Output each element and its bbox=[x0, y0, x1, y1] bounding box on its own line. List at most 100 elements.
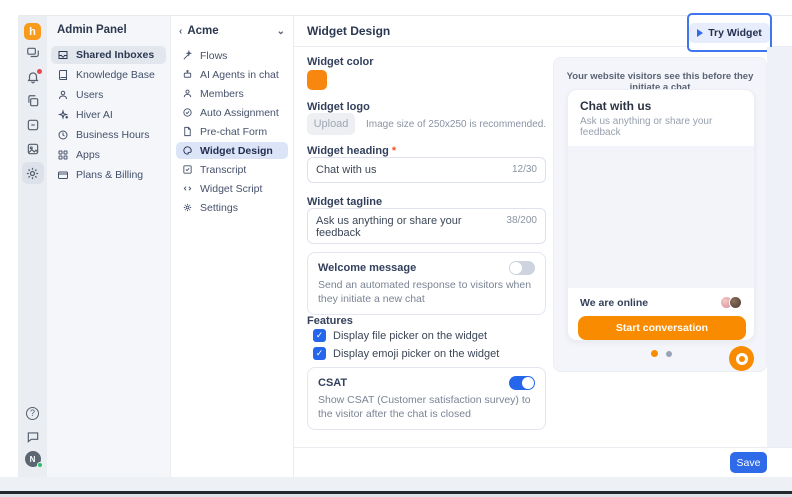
code-icon bbox=[183, 186, 192, 191]
welcome-message-title: Welcome message bbox=[318, 262, 417, 274]
document-icon bbox=[184, 126, 191, 137]
widget-logo-label: Widget logo bbox=[307, 101, 370, 113]
acme-sidebar: ‹ Acme ⌄ Flows AI Agents in chat Members bbox=[170, 16, 294, 477]
user-icon bbox=[183, 89, 192, 98]
agent-avatar-2 bbox=[729, 296, 742, 309]
carousel-dot-inactive[interactable] bbox=[665, 350, 672, 357]
welcome-message-toggle[interactable] bbox=[509, 261, 535, 275]
palette-icon bbox=[183, 146, 192, 155]
inbox-icon bbox=[58, 51, 68, 59]
book-icon bbox=[59, 70, 67, 80]
launcher-ring-icon bbox=[735, 352, 748, 365]
right-gutter bbox=[767, 47, 792, 447]
subnav-item-flows[interactable]: Flows bbox=[176, 47, 288, 64]
admin-sidebar: Admin Panel Shared Inboxes Knowledge Bas… bbox=[47, 16, 170, 477]
user-icon bbox=[59, 90, 67, 100]
csat-card: CSAT Show CSAT (Customer satisfaction su… bbox=[307, 367, 546, 431]
page-title: Widget Design bbox=[294, 16, 792, 47]
inbox-name: Acme bbox=[187, 25, 219, 37]
admin-panel-title: Admin Panel bbox=[57, 24, 127, 36]
widget-tagline-input[interactable]: Ask us anything or share your feedback 3… bbox=[307, 208, 546, 244]
start-conversation-button[interactable]: Start conversation bbox=[578, 316, 746, 340]
chat-inbox-icon[interactable] bbox=[22, 42, 44, 64]
sparkle-icon bbox=[57, 109, 69, 120]
widget-launcher-button[interactable] bbox=[729, 346, 754, 371]
sidebar-item-users[interactable]: Users bbox=[51, 86, 166, 104]
required-asterisk: * bbox=[391, 145, 397, 157]
preview-heading: Chat with us bbox=[580, 99, 652, 113]
widget-tagline-label: Widget tagline bbox=[307, 196, 383, 208]
notification-dot bbox=[36, 69, 42, 74]
csat-title: CSAT bbox=[318, 377, 348, 389]
subnav-item-transcript[interactable]: Transcript bbox=[176, 161, 288, 178]
upload-button[interactable]: Upload bbox=[307, 113, 355, 135]
bell-icon[interactable] bbox=[22, 66, 44, 88]
upload-hint: Image size of 250x250 is recommended. bbox=[366, 119, 547, 130]
emoji-picker-row: ✓ Display emoji picker on the widget bbox=[313, 347, 499, 360]
feedback-icon[interactable] bbox=[22, 426, 44, 448]
try-widget-highlight: Try Widget bbox=[687, 13, 772, 52]
features-label: Features bbox=[307, 315, 353, 327]
help-icon[interactable]: ? bbox=[22, 402, 44, 424]
grid-icon bbox=[58, 150, 68, 160]
hiver-logo[interactable]: h bbox=[24, 23, 41, 40]
sidebar-item-business-hours[interactable]: Business Hours bbox=[51, 126, 166, 144]
carousel-dot-active[interactable] bbox=[650, 350, 658, 357]
file-picker-label: Display file picker on the widget bbox=[333, 329, 488, 342]
image-icon[interactable] bbox=[22, 138, 44, 160]
chevron-down-icon[interactable]: ⌄ bbox=[276, 25, 285, 37]
preview-caption: Your website visitors see this before th… bbox=[566, 71, 754, 93]
subnav-item-widget-script[interactable]: Widget Script bbox=[176, 180, 288, 197]
subnav-item-ai-agents[interactable]: AI Agents in chat bbox=[176, 66, 288, 83]
file-picker-checkbox[interactable]: ✓ bbox=[313, 329, 326, 342]
window-edge bbox=[0, 491, 792, 494]
widget-color-label: Widget color bbox=[307, 56, 374, 68]
chat-widget-preview: Chat with us Ask us anything or share yo… bbox=[567, 89, 755, 341]
tagline-counter: 38/200 bbox=[506, 215, 537, 226]
archive-icon[interactable] bbox=[22, 114, 44, 136]
gear-icon[interactable] bbox=[21, 162, 44, 184]
agent-avatars bbox=[720, 296, 742, 309]
billing-icon bbox=[58, 171, 68, 179]
carousel-dots bbox=[554, 350, 768, 357]
app-top-border bbox=[18, 15, 792, 16]
subnav-item-settings[interactable]: Settings bbox=[176, 199, 288, 216]
sidebar-item-apps[interactable]: Apps bbox=[51, 146, 166, 164]
checkbox-doc-icon bbox=[183, 165, 192, 174]
emoji-picker-checkbox[interactable]: ✓ bbox=[313, 347, 326, 360]
back-chevron-icon[interactable]: ‹ bbox=[179, 25, 183, 37]
preview-tagline: Ask us anything or share your feedback bbox=[580, 116, 713, 138]
icon-rail: h ? bbox=[18, 16, 47, 477]
preview-chat-body bbox=[568, 146, 754, 288]
subnav-item-auto-assignment[interactable]: Auto Assignment bbox=[176, 104, 288, 121]
wand-icon bbox=[183, 50, 193, 60]
file-picker-row: ✓ Display file picker on the widget bbox=[313, 329, 487, 342]
widget-color-swatch[interactable] bbox=[307, 70, 327, 90]
clock-icon bbox=[58, 130, 68, 140]
page-bottom-band bbox=[0, 477, 792, 491]
online-status-label: We are online bbox=[580, 296, 649, 309]
robot-icon bbox=[183, 69, 192, 78]
widget-heading-input[interactable]: Chat with us 12/30 bbox=[307, 157, 546, 183]
welcome-message-card: Welcome message Send an automated respon… bbox=[307, 252, 546, 316]
csat-description: Show CSAT (Customer satisfaction survey)… bbox=[318, 394, 531, 421]
welcome-message-description: Send an automated response to visitors w… bbox=[318, 279, 532, 306]
csat-toggle[interactable] bbox=[509, 376, 535, 390]
try-widget-button[interactable]: Try Widget bbox=[689, 22, 770, 43]
user-avatar[interactable]: N bbox=[24, 451, 43, 468]
check-circle-icon bbox=[183, 108, 192, 117]
sidebar-item-hiver-ai[interactable]: Hiver AI bbox=[51, 106, 166, 124]
sidebar-item-knowledge-base[interactable]: Knowledge Base bbox=[51, 66, 166, 84]
sidebar-item-shared-inboxes[interactable]: Shared Inboxes bbox=[51, 46, 166, 64]
emoji-picker-label: Display emoji picker on the widget bbox=[333, 347, 500, 360]
copy-icon[interactable] bbox=[22, 90, 44, 112]
subnav-item-pre-chat-form[interactable]: Pre-chat Form bbox=[176, 123, 288, 140]
play-icon bbox=[697, 28, 704, 37]
save-button[interactable]: Save bbox=[730, 452, 767, 473]
subnav-item-widget-design[interactable]: Widget Design bbox=[176, 142, 288, 159]
sidebar-item-plans-billing[interactable]: Plans & Billing bbox=[51, 166, 166, 184]
subnav-item-members[interactable]: Members bbox=[176, 85, 288, 102]
gear-icon bbox=[183, 203, 192, 212]
heading-counter: 12/30 bbox=[511, 164, 537, 175]
online-dot bbox=[36, 462, 43, 468]
